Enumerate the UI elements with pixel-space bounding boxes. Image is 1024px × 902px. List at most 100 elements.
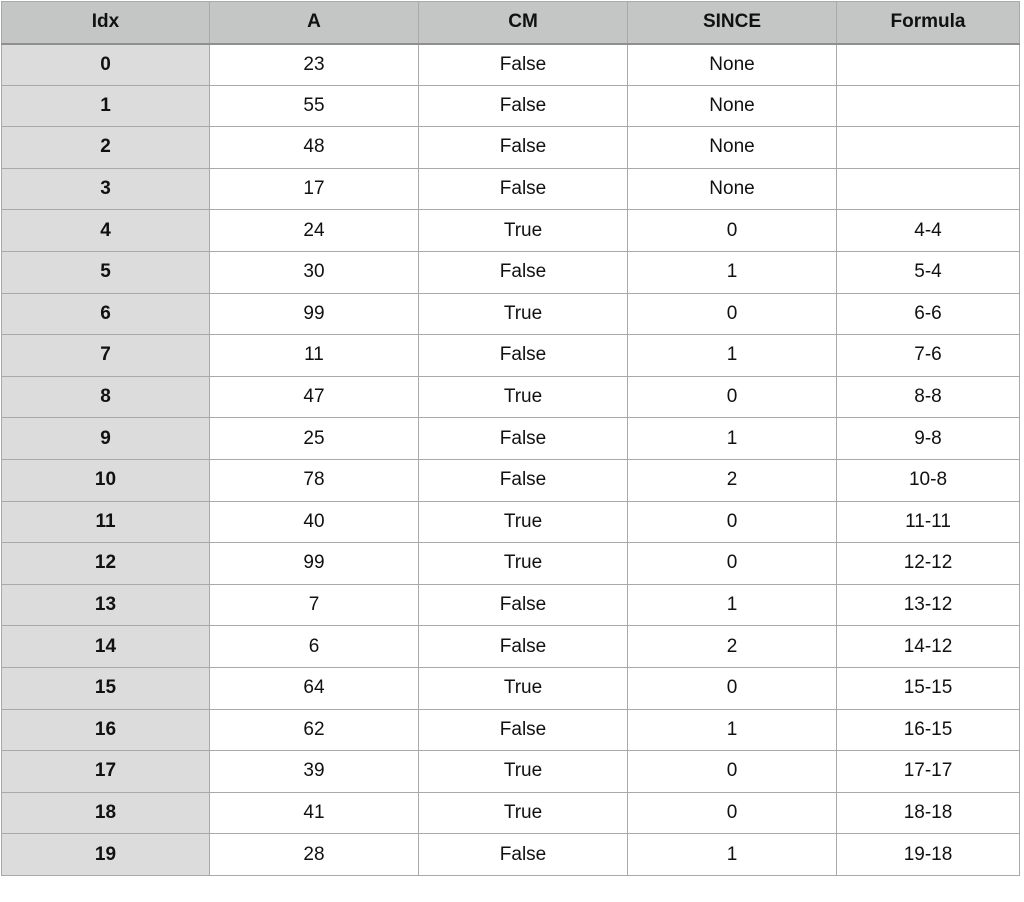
row-index-cell[interactable]: 17 [1,750,210,793]
row-index-cell[interactable]: 11 [1,500,210,544]
cell-since[interactable]: None [627,126,837,169]
cell-since[interactable]: 1 [627,250,837,294]
cell-since[interactable]: 1 [627,583,837,627]
cell-a[interactable]: 23 [209,43,419,86]
row-index-cell[interactable]: 10 [1,458,210,502]
cell-formula[interactable]: 13-12 [836,583,1020,627]
cell-a[interactable]: 99 [209,292,419,336]
row-index-cell[interactable]: 5 [1,250,210,294]
cell-formula[interactable] [836,126,1020,169]
column-header-a[interactable]: A [209,1,419,45]
cell-a[interactable]: 64 [209,666,419,710]
cell-a[interactable]: 78 [209,458,419,502]
row-index-cell[interactable]: 16 [1,708,210,752]
cell-cm[interactable]: False [418,583,628,627]
cell-since[interactable]: 1 [627,417,837,460]
cell-since[interactable]: 1 [627,334,837,377]
row-index-cell[interactable]: 2 [1,126,210,169]
cell-cm[interactable]: True [418,750,628,793]
cell-cm[interactable]: False [418,250,628,294]
cell-since[interactable]: 1 [627,833,837,876]
cell-a[interactable]: 99 [209,542,419,585]
cell-formula[interactable]: 9-8 [836,417,1020,460]
cell-since[interactable]: 0 [627,666,837,710]
row-index-cell[interactable]: 18 [1,791,210,835]
cell-since[interactable]: 2 [627,625,837,668]
column-header-cm[interactable]: CM [418,1,628,45]
cell-a[interactable]: 39 [209,750,419,793]
cell-formula[interactable]: 12-12 [836,542,1020,585]
row-index-cell[interactable]: 4 [1,209,210,252]
row-index-cell[interactable]: 14 [1,625,210,668]
cell-formula[interactable]: 5-4 [836,250,1020,294]
cell-a[interactable]: 11 [209,334,419,377]
cell-formula[interactable]: 4-4 [836,209,1020,252]
cell-formula[interactable]: 14-12 [836,625,1020,668]
cell-formula[interactable] [836,43,1020,86]
cell-cm[interactable]: False [418,417,628,460]
cell-formula[interactable]: 16-15 [836,708,1020,752]
cell-since[interactable]: 0 [627,209,837,252]
row-index-cell[interactable]: 15 [1,666,210,710]
row-index-cell[interactable]: 19 [1,833,210,876]
cell-since[interactable]: None [627,43,837,86]
cell-cm[interactable]: False [418,708,628,752]
cell-cm[interactable]: True [418,542,628,585]
cell-formula[interactable]: 10-8 [836,458,1020,502]
row-index-cell[interactable]: 6 [1,292,210,336]
cell-since[interactable]: 0 [627,791,837,835]
cell-since[interactable]: 0 [627,292,837,336]
column-header-idx[interactable]: Idx [1,1,210,45]
cell-a[interactable]: 25 [209,417,419,460]
cell-since[interactable]: None [627,167,837,211]
cell-formula[interactable] [836,167,1020,211]
cell-since[interactable]: 0 [627,750,837,793]
cell-since[interactable]: 1 [627,708,837,752]
cell-a[interactable]: 7 [209,583,419,627]
cell-cm[interactable]: False [418,458,628,502]
cell-a[interactable]: 62 [209,708,419,752]
row-index-cell[interactable]: 8 [1,375,210,419]
cell-a[interactable]: 55 [209,84,419,128]
row-index-cell[interactable]: 9 [1,417,210,460]
cell-formula[interactable]: 8-8 [836,375,1020,419]
cell-formula[interactable] [836,84,1020,128]
cell-cm[interactable]: False [418,84,628,128]
cell-since[interactable]: None [627,84,837,128]
cell-cm[interactable]: False [418,833,628,876]
cell-since[interactable]: 0 [627,500,837,544]
cell-a[interactable]: 6 [209,625,419,668]
cell-cm[interactable]: False [418,334,628,377]
cell-cm[interactable]: False [418,43,628,86]
cell-cm[interactable]: False [418,167,628,211]
cell-cm[interactable]: True [418,375,628,419]
cell-a[interactable]: 40 [209,500,419,544]
cell-formula[interactable]: 7-6 [836,334,1020,377]
cell-since[interactable]: 2 [627,458,837,502]
column-header-since[interactable]: SINCE [627,1,837,45]
cell-a[interactable]: 24 [209,209,419,252]
row-index-cell[interactable]: 3 [1,167,210,211]
cell-a[interactable]: 28 [209,833,419,876]
cell-cm[interactable]: True [418,666,628,710]
cell-since[interactable]: 0 [627,375,837,419]
cell-formula[interactable]: 18-18 [836,791,1020,835]
cell-a[interactable]: 48 [209,126,419,169]
row-index-cell[interactable]: 0 [1,43,210,86]
row-index-cell[interactable]: 13 [1,583,210,627]
cell-cm[interactable]: True [418,209,628,252]
cell-formula[interactable]: 11-11 [836,500,1020,544]
cell-a[interactable]: 47 [209,375,419,419]
cell-since[interactable]: 0 [627,542,837,585]
cell-a[interactable]: 41 [209,791,419,835]
cell-a[interactable]: 17 [209,167,419,211]
cell-formula[interactable]: 19-18 [836,833,1020,876]
cell-formula[interactable]: 15-15 [836,666,1020,710]
cell-cm[interactable]: True [418,292,628,336]
row-index-cell[interactable]: 7 [1,334,210,377]
row-index-cell[interactable]: 12 [1,542,210,585]
column-header-formula[interactable]: Formula [836,1,1020,45]
cell-formula[interactable]: 6-6 [836,292,1020,336]
cell-a[interactable]: 30 [209,250,419,294]
cell-cm[interactable]: False [418,126,628,169]
